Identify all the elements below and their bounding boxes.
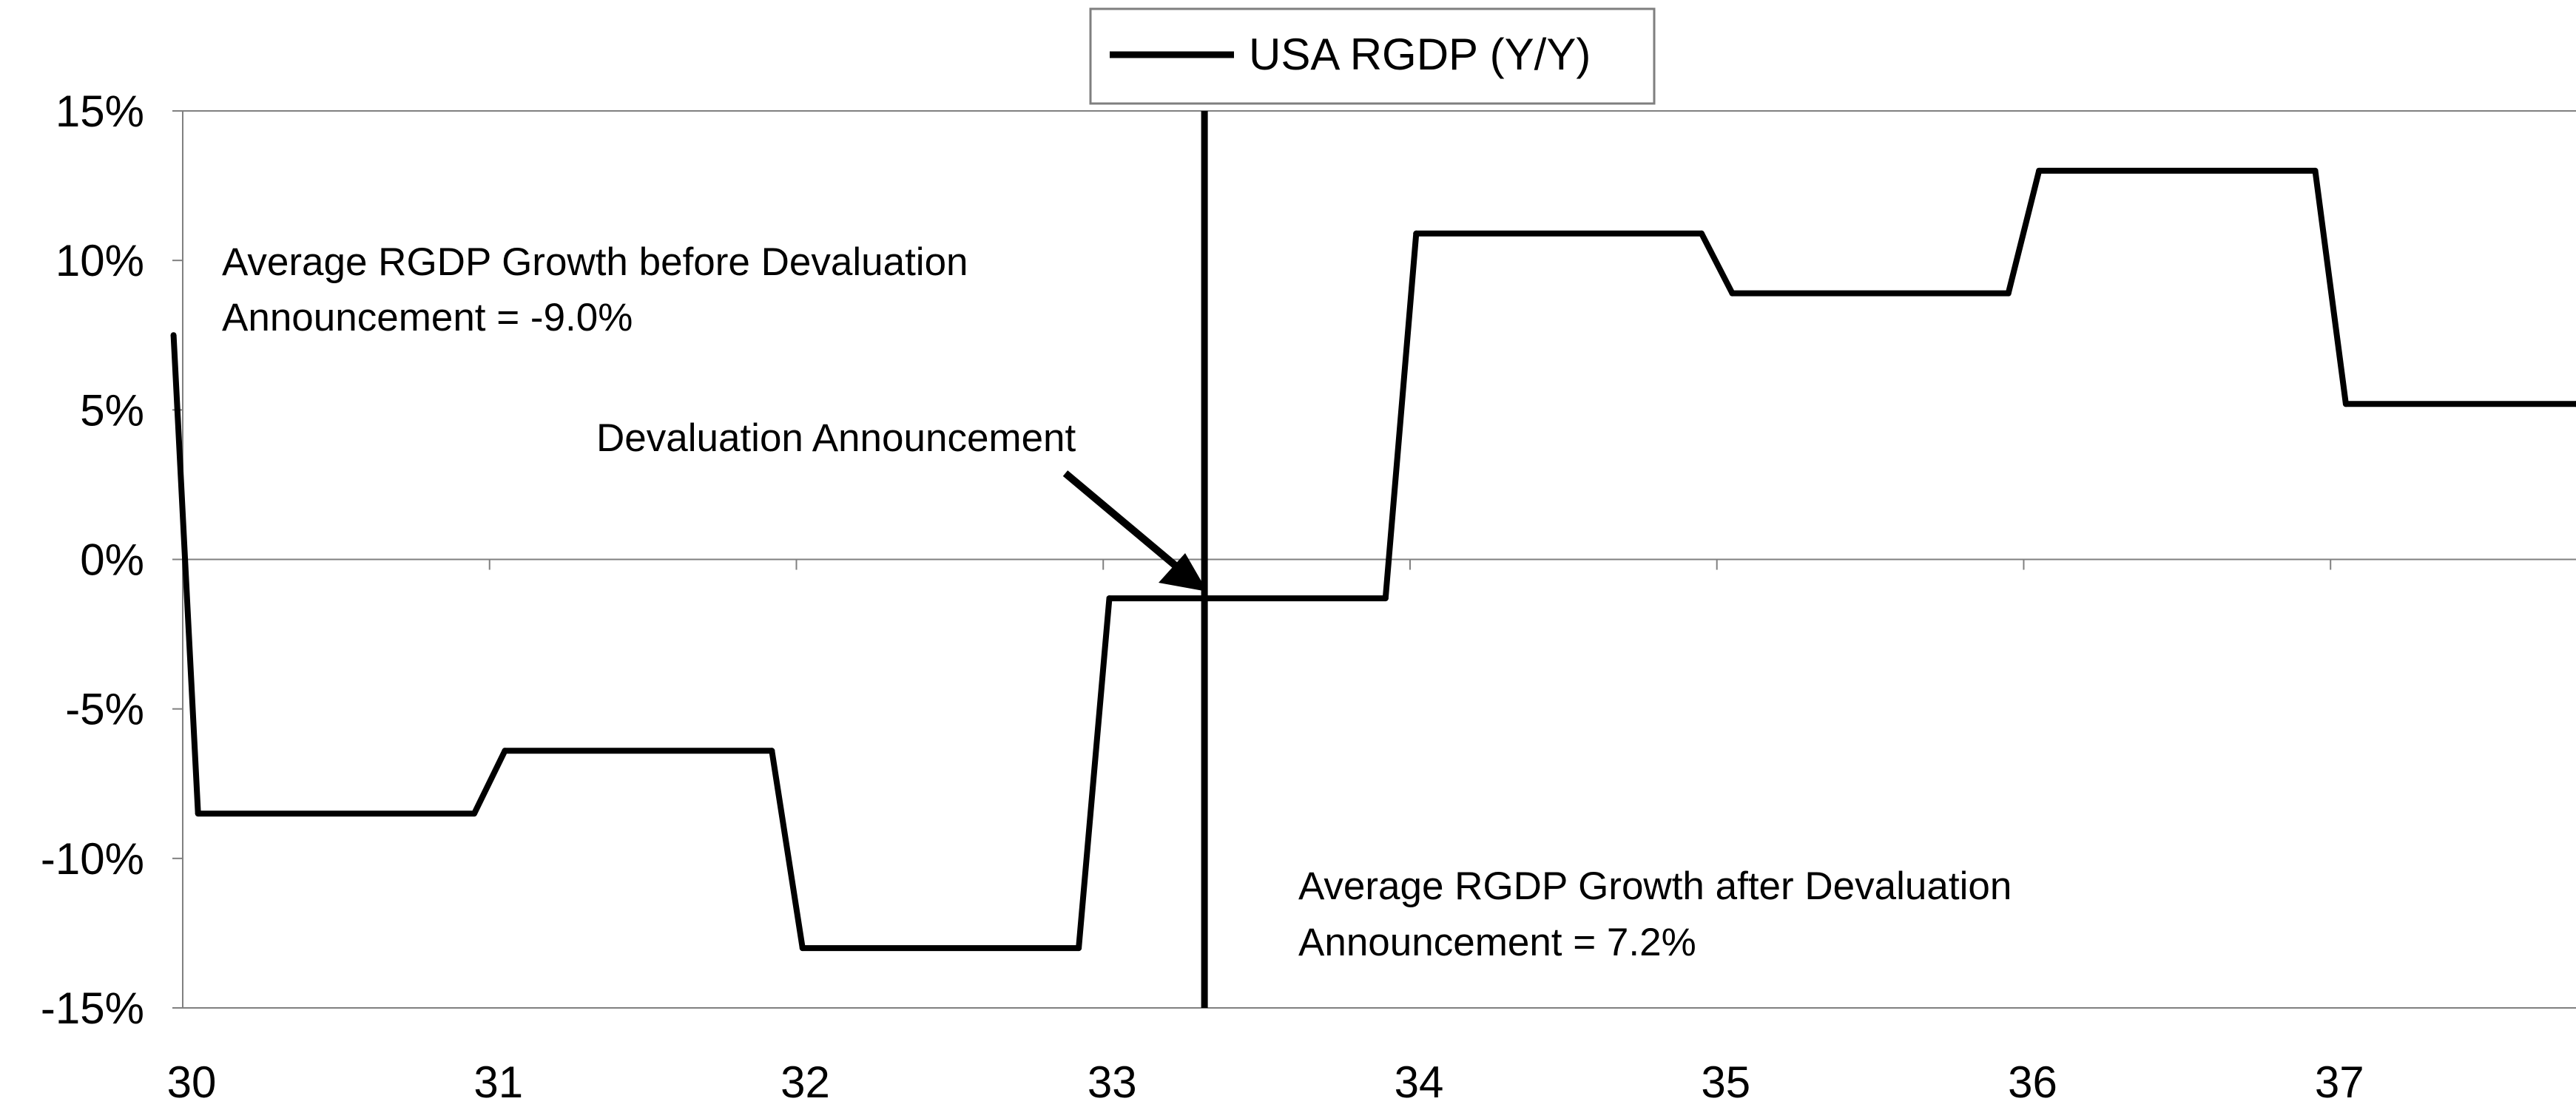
y-tick-label: 10% (55, 236, 144, 285)
data-point (2005, 290, 2012, 297)
data-point (2312, 167, 2319, 174)
data-point (769, 748, 775, 754)
x-tick-label: 34 (1395, 1057, 1444, 1107)
y-tick-label: 5% (80, 385, 144, 435)
devaluation-arrow-head (1159, 553, 1207, 592)
data-point (195, 810, 201, 817)
data-point (1698, 230, 1705, 237)
legend: USA RGDP (Y/Y) (1089, 7, 1656, 105)
annotation-after: Average RGDP Growth after Devaluation An… (1298, 864, 2012, 964)
data-point (471, 810, 478, 817)
annotation-before: Average RGDP Growth before Devaluation A… (222, 240, 968, 339)
annotation-after-line2: Announcement = 7.2% (1298, 921, 1696, 964)
x-tick-label: 35 (1701, 1057, 1750, 1107)
x-axis-ticks: 30 31 32 33 34 35 36 37 (167, 559, 2364, 1107)
data-point (1382, 595, 1389, 602)
data-point (1413, 230, 1420, 237)
y-tick-label: -5% (65, 685, 144, 734)
y-tick-label: -10% (41, 834, 144, 884)
annotation-before-line1: Average RGDP Growth before Devaluation (222, 240, 968, 284)
data-point (1076, 945, 1082, 952)
data-point (1729, 290, 1736, 297)
series-points (170, 167, 2576, 952)
data-point (1106, 595, 1113, 602)
x-tick-label: 33 (1088, 1057, 1137, 1107)
data-point (170, 332, 177, 339)
y-tick-label: -15% (41, 984, 144, 1033)
annotation-after-line1: Average RGDP Growth after Devaluation (1298, 864, 2012, 908)
legend-label: USA RGDP (Y/Y) (1249, 30, 1591, 79)
annotation-before-line2: Announcement = -9.0% (222, 296, 633, 339)
x-tick-label: 36 (2008, 1057, 2057, 1107)
devaluation-label: Devaluation Announcement (596, 416, 1076, 460)
x-tick-label: 30 (167, 1057, 217, 1107)
data-point (799, 945, 806, 952)
y-tick-label: 15% (55, 87, 144, 136)
devaluation-callout: Devaluation Announcement (596, 416, 1207, 592)
data-point (2342, 401, 2349, 407)
data-point (2036, 167, 2043, 174)
data-point (2573, 401, 2576, 407)
devaluation-arrow-shaft (1062, 470, 1183, 572)
x-tick-label: 37 (2315, 1057, 2364, 1107)
x-tick-label: 32 (780, 1057, 830, 1107)
x-tick-label: 31 (473, 1057, 523, 1107)
data-point (502, 748, 508, 754)
y-tick-label: 0% (80, 535, 144, 585)
y-axis-ticks: 15% 10% 5% 0% -5% -10% -15% (41, 87, 183, 1033)
